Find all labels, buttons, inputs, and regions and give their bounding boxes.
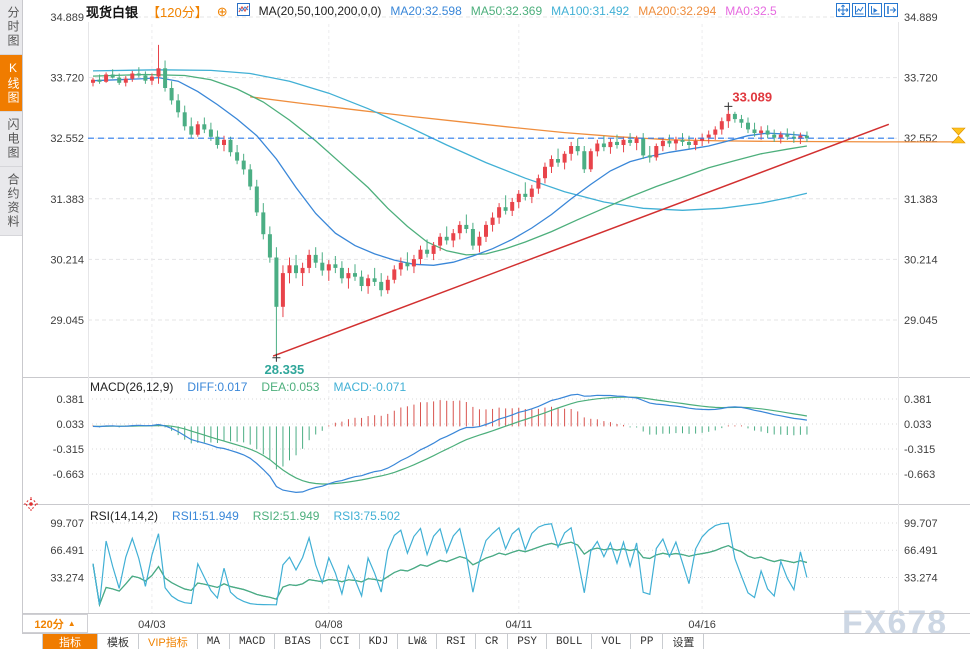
move-crosshair-icon[interactable] bbox=[836, 3, 850, 17]
toolbar-tab-boll[interactable]: BOLL bbox=[547, 634, 593, 649]
grid-layer: 34.889 34.889 33.720 33.720 32.552 32.552 31.3… bbox=[50, 12, 937, 631]
svg-text:66.491: 66.491 bbox=[904, 545, 938, 557]
rsi-header: RSI(14,14,2) RSI1:51.949 RSI2:51.949 RSI… bbox=[90, 509, 400, 523]
svg-text:31.383: 31.383 bbox=[904, 194, 938, 206]
svg-text:04/03: 04/03 bbox=[138, 619, 166, 631]
sidebar-item-lightning[interactable]: 闪电图 bbox=[0, 112, 22, 167]
toolbar-tab-macd[interactable]: MACD bbox=[230, 634, 276, 649]
svg-text:99.707: 99.707 bbox=[50, 518, 84, 530]
toolbar-tab-kdj[interactable]: KDJ bbox=[360, 634, 399, 649]
toolbar-tab-template[interactable]: 模板 bbox=[98, 634, 139, 649]
period-label: 【120分】 bbox=[147, 4, 208, 20]
svg-text:33.720: 33.720 bbox=[904, 73, 938, 85]
ma200-line bbox=[250, 96, 965, 143]
svg-text:-0.663: -0.663 bbox=[904, 469, 935, 481]
ma0-value: MA0:32.5 bbox=[725, 4, 777, 18]
page-forward-icon[interactable] bbox=[884, 3, 898, 17]
svg-text:-0.315: -0.315 bbox=[53, 444, 84, 456]
svg-text:04/11: 04/11 bbox=[505, 619, 532, 631]
toolbar-tab-cci[interactable]: CCI bbox=[321, 634, 360, 649]
svg-text:32.552: 32.552 bbox=[904, 133, 938, 145]
svg-text:0.381: 0.381 bbox=[904, 394, 932, 406]
svg-text:29.045: 29.045 bbox=[50, 315, 84, 327]
macd-layer bbox=[92, 393, 808, 494]
ma50-value: MA50:32.369 bbox=[470, 4, 543, 18]
macd-diff-value: DIFF:0.017 bbox=[187, 380, 248, 394]
macd-name: MACD(26,12,9) bbox=[90, 380, 174, 394]
ma20-value: MA20:32.598 bbox=[390, 4, 462, 18]
svg-text:0.033: 0.033 bbox=[904, 419, 932, 431]
ma100-line bbox=[92, 69, 808, 211]
rsi1-value: RSI1:51.949 bbox=[172, 509, 239, 523]
period-up-arrow-icon: ▲ bbox=[67, 619, 76, 628]
period-selector[interactable]: 120分 ▲ bbox=[22, 614, 88, 633]
symbol-title: 现货白银 bbox=[86, 4, 139, 20]
rsi2-value: RSI2:51.949 bbox=[252, 509, 320, 523]
svg-text:33.274: 33.274 bbox=[50, 573, 84, 585]
svg-text:32.552: 32.552 bbox=[50, 133, 84, 145]
toolbar-tab-ma[interactable]: MA bbox=[198, 634, 230, 649]
svg-text:04/16: 04/16 bbox=[688, 619, 716, 631]
svg-text:0.033: 0.033 bbox=[56, 419, 84, 431]
ma20-line bbox=[92, 76, 807, 266]
toolbar-tab-bias[interactable]: BIAS bbox=[275, 634, 321, 649]
svg-text:34.889: 34.889 bbox=[904, 12, 938, 24]
macd-header: MACD(26,12,9) DIFF:0.017 DEA:0.053 MACD:… bbox=[90, 380, 406, 394]
svg-text:66.491: 66.491 bbox=[50, 545, 84, 557]
ma200-value: MA200:32.294 bbox=[638, 4, 717, 18]
svg-text:34.889: 34.889 bbox=[50, 12, 84, 24]
chart-type-sidebar: 分时图 K线图 闪电图 合约资料 bbox=[0, 0, 23, 649]
svg-text:-0.663: -0.663 bbox=[53, 469, 84, 481]
toolbar-tab-pp[interactable]: PP bbox=[631, 634, 664, 649]
rsi-name: RSI(14,14,2) bbox=[90, 509, 159, 523]
sidebar-item-kline[interactable]: K线图 bbox=[0, 55, 22, 112]
play-chart-icon[interactable] bbox=[868, 3, 882, 17]
svg-text:33.274: 33.274 bbox=[904, 573, 938, 585]
candles-layer bbox=[91, 44, 809, 357]
trendline bbox=[272, 123, 890, 357]
toolbar-spacer bbox=[22, 634, 43, 649]
svg-text:99.707: 99.707 bbox=[904, 518, 938, 530]
svg-text:04/08: 04/08 bbox=[315, 619, 343, 631]
ma-settings-label: MA(20,50,100,200,0,0) bbox=[258, 4, 382, 18]
macd-dea-value: DEA:0.053 bbox=[261, 380, 320, 394]
sidebar-item-contract-info[interactable]: 合约资料 bbox=[0, 167, 22, 236]
price-position-marker bbox=[951, 127, 966, 144]
svg-text:29.045: 29.045 bbox=[904, 315, 938, 327]
macd-bar-value: MACD:-0.071 bbox=[333, 380, 407, 394]
rsi-layer bbox=[92, 522, 808, 608]
svg-text:28.335: 28.335 bbox=[265, 362, 305, 377]
chart-header: 现货白银 【120分】 ⊕ MA(20,50,100,200,0,0) MA20… bbox=[86, 0, 777, 22]
chart-tool-icons bbox=[836, 3, 898, 17]
toolbar-tab-vol[interactable]: VOL bbox=[592, 634, 632, 649]
toolbar-tab-settings[interactable]: 设置 bbox=[663, 634, 705, 649]
svg-text:33.089: 33.089 bbox=[732, 89, 772, 104]
toolbar-filler bbox=[704, 634, 970, 649]
toolbar-tab-psy[interactable]: PSY bbox=[508, 634, 548, 649]
auto-scale-chart-icon[interactable] bbox=[852, 3, 866, 17]
period-selector-label: 120分 bbox=[34, 618, 64, 631]
toolbar-tab-indicator[interactable]: 指标 bbox=[43, 634, 98, 649]
ma100-value: MA100:31.492 bbox=[551, 4, 630, 18]
rsi3-value: RSI3:75.502 bbox=[333, 509, 401, 523]
sidebar-item-timeshare[interactable]: 分时图 bbox=[0, 0, 22, 55]
svg-text:0.381: 0.381 bbox=[56, 394, 84, 406]
toolbar-tab-rsi[interactable]: RSI bbox=[437, 634, 476, 649]
indicator-toolbar: 指标 模板 VIP指标 MA MACD BIAS CCI KDJ LW& RSI… bbox=[22, 634, 970, 649]
svg-text:30.214: 30.214 bbox=[50, 254, 84, 266]
svg-text:33.720: 33.720 bbox=[50, 73, 84, 85]
toolbar-tab-cr[interactable]: CR bbox=[476, 634, 509, 649]
live-indicator-icon bbox=[23, 496, 39, 517]
ma50-line bbox=[92, 73, 808, 256]
add-indicator-icon[interactable]: ⊕ bbox=[216, 3, 228, 19]
chart-type-icon[interactable] bbox=[236, 3, 250, 19]
svg-text:-0.315: -0.315 bbox=[904, 444, 935, 456]
svg-text:31.383: 31.383 bbox=[50, 194, 84, 206]
toolbar-tab-vip[interactable]: VIP指标 bbox=[139, 634, 198, 649]
toolbar-tab-lwr[interactable]: LW& bbox=[398, 634, 438, 649]
svg-text:30.214: 30.214 bbox=[904, 254, 938, 266]
